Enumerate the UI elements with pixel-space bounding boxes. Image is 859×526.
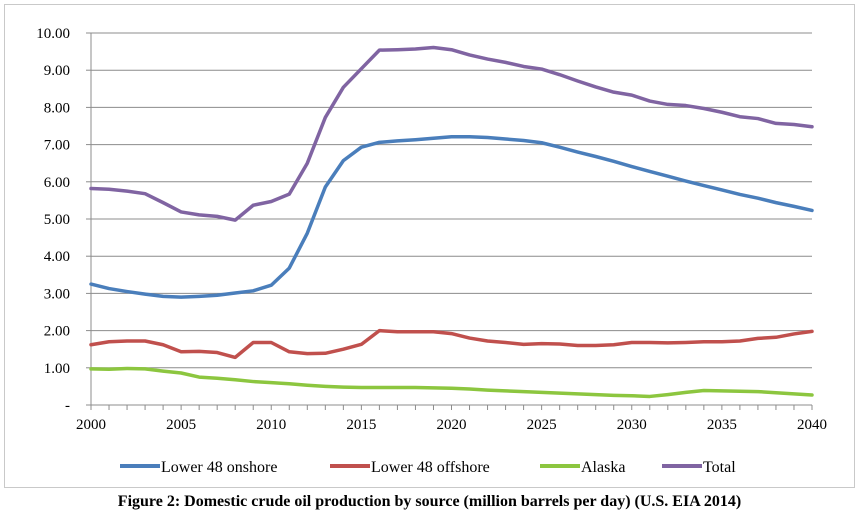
y-tick-label: 7.00 [44, 138, 70, 154]
y-tick-label: 1.00 [44, 361, 70, 377]
series-line-lower-48-onshore [89, 135, 814, 299]
legend-label: Alaska [581, 459, 625, 476]
x-tick-label: 2030 [617, 417, 647, 433]
y-tick-label: 9.00 [44, 63, 70, 79]
y-tick-label: - [65, 398, 70, 414]
legend-label: Lower 48 onshore [161, 459, 277, 476]
legend-label: Lower 48 offshore [371, 459, 490, 476]
y-tick-label: 4.00 [44, 249, 70, 265]
figure-caption: Figure 2: Domestic crude oil production … [117, 493, 742, 510]
x-tick-label: 2010 [256, 417, 286, 433]
line-chart: - 1.00 2.00 3.00 4.00 5.00 6.00 7.00 8.00 9.00 10.… [36, 26, 827, 476]
series-line-alaska [89, 366, 814, 399]
series-line-lower-48-offshore [89, 328, 814, 360]
legend-item-alaska: Alaska [540, 459, 625, 476]
legend: Lower 48 onshore Lower 48 offshore Alaska T… [120, 459, 736, 476]
x-tick-label: 2005 [166, 417, 196, 433]
x-tick-label: 2015 [346, 417, 376, 433]
x-tick-label: 2040 [797, 417, 827, 433]
x-tick-label: 2025 [527, 417, 557, 433]
y-tick-label: 2.00 [44, 324, 70, 340]
chart-frame [4, 4, 855, 488]
x-tick-label: 2020 [437, 417, 467, 433]
x-tick-label: 2035 [707, 417, 737, 433]
y-tick-label: 8.00 [44, 100, 70, 116]
axes: - 1.00 2.00 3.00 4.00 5.00 6.00 7.00 8.00 9.00 10.… [36, 26, 827, 433]
x-tick-label: 2000 [76, 417, 106, 433]
data-series [89, 45, 814, 399]
series-line-total [89, 45, 814, 222]
legend-label: Total [703, 459, 736, 476]
y-tick-label: 5.00 [44, 212, 70, 228]
legend-item-lower-48-onshore: Lower 48 onshore [120, 459, 277, 476]
y-tick-label: 6.00 [44, 175, 70, 191]
y-tick-label: 10.00 [36, 26, 70, 42]
y-tick-label: 3.00 [44, 286, 70, 302]
legend-item-lower-48-offshore: Lower 48 offshore [330, 459, 490, 476]
legend-item-total: Total [662, 459, 736, 476]
gridlines [91, 32, 812, 369]
